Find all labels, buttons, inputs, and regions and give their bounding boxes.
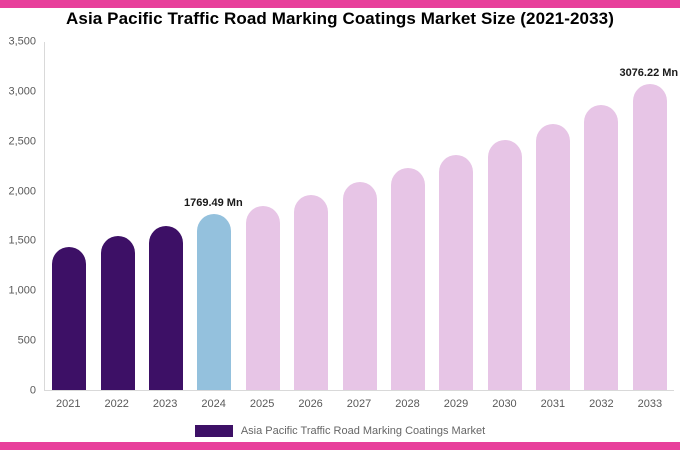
data-label-2024: 1769.49 Mn <box>183 197 243 210</box>
top-accent-bar <box>0 0 680 8</box>
y-tick-500: 500 <box>17 334 36 347</box>
bar-2025[interactable] <box>245 206 280 390</box>
plot-area <box>44 42 674 391</box>
x-tick-2031: 2031 <box>540 398 566 410</box>
bar-column-2030 <box>481 42 529 390</box>
legend-swatch <box>194 425 233 437</box>
bar-column-2027 <box>335 42 383 390</box>
bar-column-2026 <box>287 42 335 390</box>
chart-title: Asia Pacific Traffic Road Marking Coatin… <box>66 9 614 28</box>
y-tick-2000: 2,000 <box>8 185 36 198</box>
x-tick-2026: 2026 <box>298 398 323 410</box>
x-tick-2021: 2021 <box>55 398 81 410</box>
bar-column-2024 <box>190 42 238 390</box>
y-tick-3500: 3,500 <box>8 35 36 48</box>
x-tick-2027: 2027 <box>346 398 372 410</box>
data-label-2033: 3076.22 Mn <box>619 67 679 80</box>
x-axis: 2021 2022 2023 2024 2025 2026 2027 2028 2029 2030… <box>44 398 674 410</box>
bar-column-2033 <box>626 42 674 390</box>
x-tick-2029: 2029 <box>443 398 469 410</box>
x-tick-2022: 2022 <box>104 398 129 410</box>
bar-column-2021 <box>45 42 93 390</box>
bar-2028[interactable] <box>390 168 425 390</box>
bar-2024[interactable] <box>197 214 232 390</box>
x-tick-2032: 2032 <box>589 398 614 410</box>
y-tick-0: 0 <box>29 384 36 397</box>
y-tick-1500: 1,500 <box>8 234 36 247</box>
bar-column-2022 <box>93 42 141 390</box>
bar-2032[interactable] <box>584 105 619 390</box>
bar-column-2031 <box>529 42 577 390</box>
x-tick-2023: 2023 <box>152 398 178 410</box>
y-tick-3000: 3,000 <box>8 85 36 98</box>
bar-column-2028 <box>384 42 432 390</box>
bar-2027[interactable] <box>342 182 377 390</box>
bar-2031[interactable] <box>536 123 571 390</box>
bar-2030[interactable] <box>487 139 522 390</box>
bar-2029[interactable] <box>439 154 474 390</box>
x-tick-2033: 2033 <box>637 398 663 410</box>
y-tick-1000: 1,000 <box>8 284 36 297</box>
y-tick-2500: 2,500 <box>8 135 36 148</box>
bar-column-2032 <box>577 42 625 390</box>
bar-2022[interactable] <box>100 236 135 390</box>
y-axis: 0 500 1,000 1,500 2,000 2,500 3,000 3,500 <box>0 36 38 396</box>
x-tick-2030: 2030 <box>492 398 517 410</box>
legend: Asia Pacific Traffic Road Marking Coatin… <box>0 425 680 437</box>
bottom-accent-bar <box>0 442 680 450</box>
bar-2033[interactable] <box>632 84 667 390</box>
bar-2026[interactable] <box>294 194 329 390</box>
legend-label: Asia Pacific Traffic Road Marking Coatin… <box>240 425 486 437</box>
bar-2023[interactable] <box>148 225 183 390</box>
x-tick-2025: 2025 <box>249 398 275 410</box>
x-tick-2028: 2028 <box>395 398 420 410</box>
bar-2021[interactable] <box>52 246 87 390</box>
bar-column-2025 <box>239 42 287 390</box>
bar-column-2023 <box>142 42 190 390</box>
x-tick-2024: 2024 <box>201 398 226 410</box>
bar-column-2029 <box>432 42 480 390</box>
